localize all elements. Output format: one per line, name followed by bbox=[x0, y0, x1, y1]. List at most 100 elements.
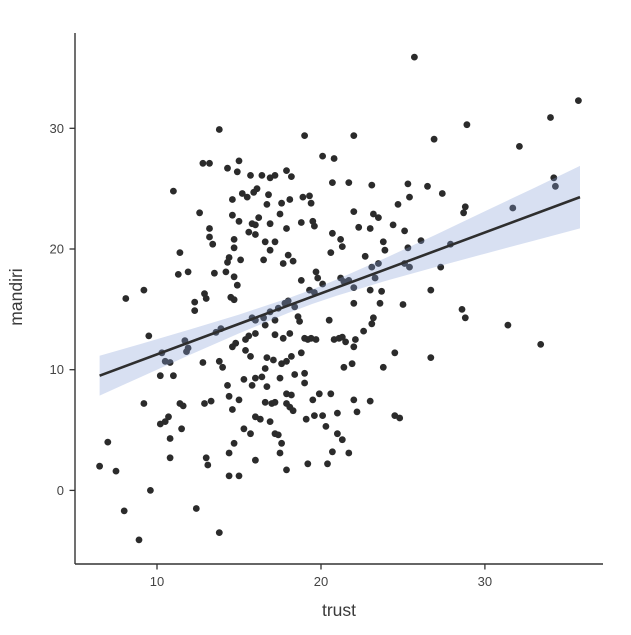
data-point bbox=[255, 214, 263, 222]
data-point bbox=[253, 185, 261, 193]
data-point bbox=[302, 415, 310, 423]
data-point bbox=[266, 418, 274, 425]
data-point bbox=[271, 238, 279, 246]
data-point bbox=[411, 53, 418, 61]
data-point bbox=[309, 396, 317, 404]
data-point bbox=[288, 173, 295, 181]
data-point bbox=[350, 299, 358, 307]
data-point bbox=[312, 268, 320, 276]
data-point bbox=[120, 507, 128, 515]
data-point bbox=[184, 344, 192, 352]
data-point bbox=[460, 209, 467, 217]
x-axis-title: trust bbox=[322, 600, 356, 620]
data-point bbox=[215, 357, 223, 365]
data-point bbox=[166, 435, 174, 442]
data-point bbox=[297, 349, 305, 357]
data-point bbox=[378, 287, 385, 295]
data-point bbox=[247, 353, 254, 360]
data-point bbox=[288, 391, 295, 399]
data-point bbox=[165, 413, 172, 421]
data-point bbox=[202, 295, 210, 302]
data-point bbox=[252, 456, 259, 464]
data-point bbox=[334, 430, 341, 438]
data-point bbox=[376, 299, 384, 307]
data-point bbox=[350, 208, 358, 216]
data-point bbox=[350, 396, 358, 404]
data-point bbox=[222, 268, 230, 276]
data-point bbox=[461, 203, 469, 211]
x-tick-label: 10 bbox=[150, 574, 164, 589]
data-point bbox=[266, 220, 274, 228]
data-point bbox=[229, 211, 236, 219]
data-point bbox=[329, 448, 336, 456]
data-point bbox=[206, 233, 213, 241]
data-point bbox=[238, 190, 246, 197]
data-point bbox=[258, 373, 266, 381]
data-point bbox=[319, 280, 326, 288]
data-point bbox=[327, 249, 335, 256]
data-point bbox=[266, 246, 274, 254]
data-point bbox=[345, 179, 353, 187]
data-point bbox=[230, 439, 238, 447]
data-point bbox=[291, 371, 299, 378]
data-point bbox=[271, 316, 279, 324]
data-point bbox=[319, 152, 326, 160]
data-point bbox=[286, 330, 294, 337]
data-point bbox=[348, 360, 356, 368]
data-point bbox=[368, 320, 376, 328]
data-point bbox=[252, 221, 259, 229]
data-point bbox=[196, 209, 204, 217]
tick-labels-layer: 10 20 30 0 10 20 30 bbox=[50, 121, 493, 589]
data-point bbox=[235, 157, 243, 165]
data-point bbox=[391, 349, 399, 357]
data-point bbox=[375, 260, 382, 267]
data-point bbox=[463, 121, 471, 129]
data-point bbox=[319, 412, 326, 419]
data-point bbox=[389, 221, 397, 229]
data-point bbox=[252, 330, 259, 337]
data-point bbox=[276, 449, 284, 457]
data-point bbox=[145, 332, 153, 340]
data-point bbox=[338, 243, 346, 251]
data-point bbox=[202, 454, 210, 462]
data-point bbox=[243, 193, 251, 201]
data-point bbox=[166, 359, 174, 366]
data-point bbox=[229, 406, 236, 413]
data-point bbox=[235, 217, 243, 225]
data-point bbox=[225, 472, 233, 480]
data-point bbox=[350, 132, 358, 140]
data-point bbox=[283, 357, 290, 365]
data-point bbox=[296, 318, 303, 325]
data-point bbox=[270, 356, 277, 364]
data-point bbox=[245, 228, 253, 236]
data-point bbox=[396, 414, 404, 422]
data-point bbox=[284, 251, 292, 259]
data-point bbox=[260, 256, 267, 264]
data-point bbox=[215, 529, 223, 536]
data-point bbox=[306, 192, 313, 200]
data-point bbox=[204, 461, 212, 469]
y-tick-label: 20 bbox=[50, 242, 64, 257]
data-point bbox=[537, 341, 545, 348]
data-point bbox=[352, 336, 359, 343]
data-point bbox=[258, 172, 266, 179]
data-point bbox=[147, 487, 154, 494]
data-point bbox=[461, 314, 469, 322]
data-point bbox=[327, 390, 335, 398]
data-point bbox=[401, 227, 408, 235]
data-point bbox=[406, 263, 413, 271]
data-point bbox=[325, 316, 333, 324]
data-point bbox=[337, 236, 344, 243]
data-point bbox=[301, 379, 308, 387]
data-point bbox=[235, 396, 243, 404]
data-point bbox=[278, 439, 285, 447]
regression-line bbox=[99, 195, 581, 377]
data-point bbox=[209, 240, 217, 248]
data-point bbox=[330, 155, 338, 162]
data-point bbox=[278, 199, 285, 207]
data-point bbox=[438, 190, 446, 197]
data-point bbox=[274, 431, 282, 439]
data-point bbox=[329, 229, 336, 237]
data-point bbox=[135, 536, 143, 544]
